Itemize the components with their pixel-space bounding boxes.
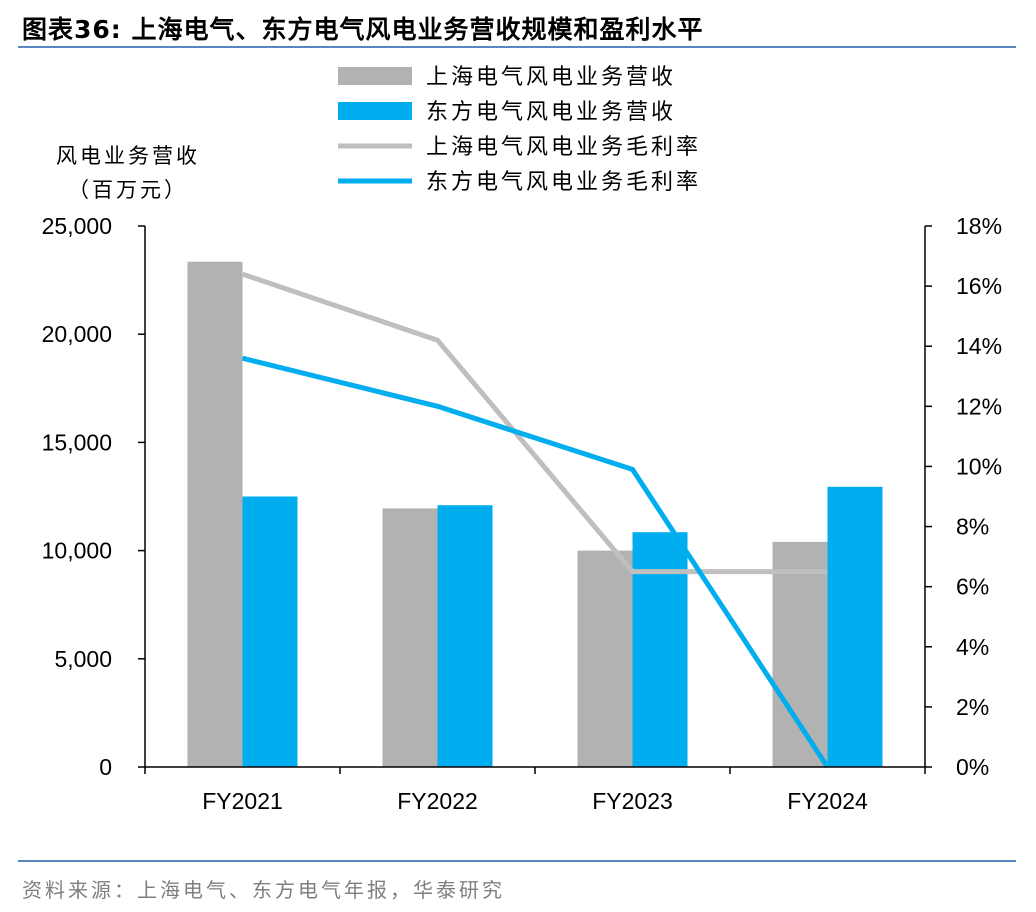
bar-2-fy2021	[242, 496, 298, 767]
legend-label-2: 东方电气风电业务营收	[426, 100, 676, 125]
right-tick-label: 10%	[956, 453, 1002, 479]
right-tick-label: 18%	[956, 213, 1002, 239]
legend: 上海电气风电业务营收东方电气风电业务营收上海电气风电业务毛利率东方电气风电业务毛…	[338, 65, 701, 195]
bar-1-fy2024	[772, 541, 828, 767]
bar-1-fy2022	[382, 508, 438, 767]
bar-1-fy2023	[577, 550, 633, 767]
legend-label-4: 东方电气风电业务毛利率	[426, 170, 701, 195]
right-tick-label: 6%	[956, 574, 989, 600]
bar-2-fy2022	[437, 505, 493, 767]
figure-title: 图表36: 上海电气、东方电气风电业务营收规模和盈利水平	[22, 15, 704, 44]
bar-2-fy2024	[827, 486, 883, 767]
legend-swatch-2	[338, 102, 412, 120]
legend-label-3: 上海电气风电业务毛利率	[426, 135, 701, 160]
axes: 0 5,000 10,000 15,000 20,000 25,000 0% 2% 4% 6% 8%…	[42, 213, 1002, 814]
right-tick-label: 2%	[956, 694, 989, 720]
left-tick-label: 20,000	[42, 321, 112, 347]
bar-2-fy2023	[632, 532, 688, 767]
left-tick-label: 10,000	[42, 538, 112, 564]
left-axis-label: 风电业务营收 （百万元）	[56, 144, 200, 202]
legend-label-1: 上海电气风电业务营收	[426, 65, 676, 90]
x-tick-label: FY2024	[787, 788, 868, 814]
right-tick-label: 16%	[956, 273, 1002, 299]
left-axis-label-line1: 风电业务营收	[56, 144, 200, 168]
left-axis-label-line2: （百万元）	[68, 178, 188, 202]
bar-1-fy2021	[187, 261, 243, 767]
margin-line-1	[241, 271, 828, 575]
source-note: 资料来源：上海电气、东方电气年报，华泰研究	[22, 878, 505, 902]
left-tick-label: 5,000	[54, 646, 112, 672]
x-tick-label: FY2023	[592, 788, 673, 814]
margin-line-2	[241, 355, 830, 769]
source-divider	[18, 860, 1016, 862]
right-tick-label: 12%	[956, 393, 1002, 419]
legend-swatch-1	[338, 67, 412, 85]
left-tick-label: 0	[99, 754, 112, 780]
right-tick-label: 0%	[956, 754, 989, 780]
lines	[241, 271, 830, 769]
left-tick-label: 15,000	[42, 429, 112, 455]
x-tick-label: FY2022	[397, 788, 478, 814]
x-tick-label: FY2021	[202, 788, 283, 814]
right-tick-label: 8%	[956, 514, 989, 540]
right-tick-label: 14%	[956, 333, 1002, 359]
title-divider	[18, 46, 1016, 48]
left-tick-label: 25,000	[42, 213, 112, 239]
right-tick-label: 4%	[956, 634, 989, 660]
